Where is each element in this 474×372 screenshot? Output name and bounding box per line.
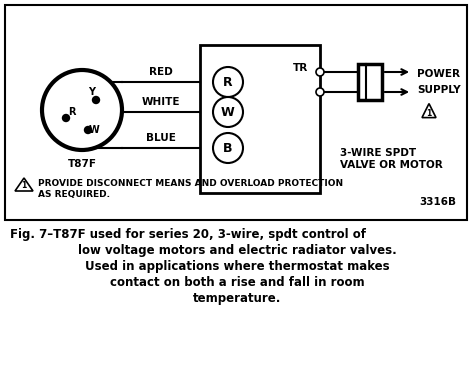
Text: R: R [223, 76, 233, 89]
Text: B: B [223, 141, 233, 154]
Text: TR: TR [293, 63, 308, 73]
Text: AS REQUIRED.: AS REQUIRED. [38, 190, 110, 199]
Bar [5, 5, 467, 220]
Circle shape [84, 126, 91, 134]
Text: temperature.: temperature. [193, 292, 281, 305]
Circle shape [63, 115, 70, 122]
Text: POWER: POWER [417, 69, 460, 79]
Bar [200, 45, 320, 193]
Text: 3-WIRE SPDT: 3-WIRE SPDT [340, 148, 416, 158]
Circle shape [316, 88, 324, 96]
Text: T87F: T87F [67, 159, 97, 169]
Text: W: W [221, 106, 235, 119]
Circle shape [213, 133, 243, 163]
Text: WHITE: WHITE [142, 97, 180, 107]
Text: VALVE OR MOTOR: VALVE OR MOTOR [340, 160, 443, 170]
Text: Y: Y [89, 87, 95, 97]
Circle shape [316, 68, 324, 76]
Polygon shape [422, 103, 436, 118]
Text: 1: 1 [21, 182, 27, 190]
Text: W: W [89, 125, 100, 135]
Circle shape [213, 97, 243, 127]
Text: BLUE: BLUE [146, 133, 176, 143]
Text: 3316B: 3316B [419, 197, 456, 207]
Polygon shape [15, 178, 33, 191]
Bar [358, 64, 382, 100]
Text: PROVIDE DISCONNECT MEANS AND OVERLOAD PROTECTION: PROVIDE DISCONNECT MEANS AND OVERLOAD PR… [38, 179, 343, 188]
Circle shape [42, 70, 122, 150]
Text: SUPPLY: SUPPLY [417, 85, 461, 95]
Text: RED: RED [149, 67, 173, 77]
Circle shape [213, 67, 243, 97]
Text: R: R [68, 107, 76, 117]
Text: 1: 1 [427, 109, 432, 119]
Text: Used in applications where thermostat makes: Used in applications where thermostat ma… [85, 260, 389, 273]
Text: low voltage motors and electric radiator valves.: low voltage motors and electric radiator… [78, 244, 396, 257]
Text: contact on both a rise and fall in room: contact on both a rise and fall in room [109, 276, 365, 289]
Text: Fig. 7–T87F used for series 20, 3-wire, spdt control of: Fig. 7–T87F used for series 20, 3-wire, … [10, 228, 366, 241]
Circle shape [92, 96, 100, 103]
